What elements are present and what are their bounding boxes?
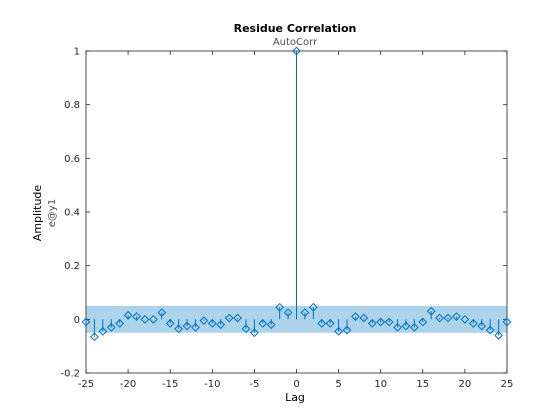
stem-marker <box>148 314 158 324</box>
y-tick-label: 0.6 <box>64 154 80 165</box>
stem-marker <box>123 310 133 320</box>
stem-marker <box>106 322 116 332</box>
x-tick-label: -25 <box>78 379 94 390</box>
stem-marker <box>351 312 360 322</box>
stem-marker <box>468 318 478 328</box>
stem-marker <box>292 46 301 56</box>
stem-marker <box>460 314 470 324</box>
stem-marker <box>334 327 343 336</box>
chart-subtitle: AutoCorr <box>273 37 318 48</box>
stem-marker <box>283 308 293 318</box>
stem-marker <box>157 308 167 318</box>
y-tick-label: 1 <box>74 47 80 58</box>
stem-marker <box>216 320 226 330</box>
stem-marker <box>485 325 495 335</box>
stem-marker <box>275 302 285 312</box>
stem-marker <box>317 318 327 328</box>
stem-marker <box>393 322 402 332</box>
y-tick-label: -0.2 <box>60 369 80 380</box>
stem-marker <box>233 313 242 323</box>
stem-marker <box>174 324 184 334</box>
stem-marker <box>325 318 335 328</box>
y-tick-label: 0 <box>74 315 80 326</box>
x-axis-title: Lag <box>285 391 305 404</box>
stem-marker <box>502 317 512 327</box>
stem-marker <box>140 314 150 324</box>
stem-marker <box>241 324 251 334</box>
stem-marker <box>409 322 419 332</box>
x-tick-label: -10 <box>204 379 220 390</box>
stem-marker <box>494 331 503 340</box>
stem-marker <box>443 313 453 323</box>
stem-marker <box>435 313 445 323</box>
stem-marker <box>199 316 209 326</box>
stem-marker <box>426 306 436 316</box>
chart-title: Residue Correlation <box>234 22 357 35</box>
plot-area: -25 -20 -15 -10 -5 0 5 10 15 20 25 -0.2 0 0.2 0.4 0.6 0.… <box>60 47 513 391</box>
stem-marker <box>300 308 310 318</box>
stem-marker <box>452 312 461 322</box>
stem-marker <box>376 317 386 327</box>
stem-marker <box>207 318 217 328</box>
x-tick-label: -5 <box>249 379 259 390</box>
stem-marker <box>182 321 192 331</box>
x-tick-label: 15 <box>416 379 429 390</box>
stem-marker <box>342 325 352 335</box>
x-tick-label: 5 <box>335 379 341 390</box>
x-tick-label: 0 <box>293 379 299 390</box>
stem-marker <box>224 313 234 323</box>
stem-marker <box>98 327 108 336</box>
stem-marker <box>132 312 141 322</box>
stem-marker <box>367 318 377 328</box>
y-axis-subtitle: e@y1 <box>47 199 58 227</box>
x-tick-label: -20 <box>120 379 136 390</box>
y-tick-label: 0.4 <box>64 208 80 219</box>
x-tick-label: 20 <box>459 379 472 390</box>
stem-marker <box>165 318 175 328</box>
stem-marker <box>266 320 276 330</box>
x-tick-label: 25 <box>501 379 514 390</box>
stem-marker <box>191 322 200 332</box>
stem-marker <box>115 318 125 328</box>
stem-marker <box>401 321 411 331</box>
stem-marker <box>81 317 91 327</box>
stem-marker <box>258 318 268 328</box>
stem-marker <box>308 302 318 312</box>
x-tick-label: 10 <box>374 379 387 390</box>
stem-marker <box>250 328 259 338</box>
stem-marker <box>90 332 99 342</box>
x-tick-label: -15 <box>162 379 178 390</box>
stem-marker <box>359 313 369 323</box>
stem-marker <box>477 321 487 331</box>
y-tick-label: 0.2 <box>64 261 80 272</box>
y-tick-label: 0.8 <box>64 100 80 111</box>
y-axis-title: Amplitude <box>31 185 44 242</box>
stem-marker <box>418 317 428 327</box>
stem-marker <box>384 317 394 327</box>
